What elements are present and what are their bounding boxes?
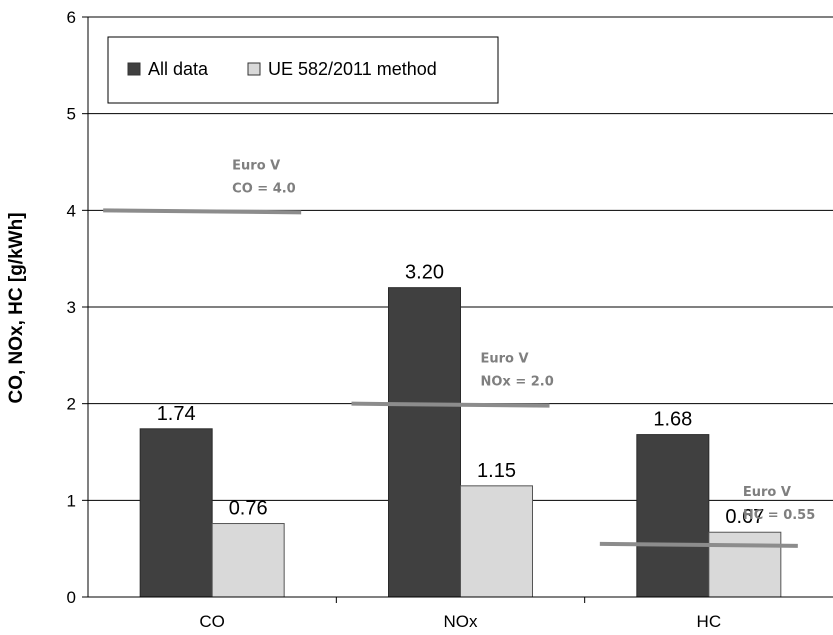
bar-co-all-data [139, 428, 213, 598]
data-label-co-ue-method: 0.76 [229, 498, 268, 520]
axes: 0 1 2 3 4 5 6 CO NOx HC [67, 8, 833, 631]
limit-line-co [103, 208, 302, 215]
limit-line-nox [351, 401, 550, 408]
limit-label-title-co: Euro V [232, 158, 280, 173]
y-tick-label-0: 0 [67, 588, 76, 607]
y-tick-label-3: 3 [67, 298, 76, 317]
data-label-hc-all-data: 1.68 [653, 409, 692, 431]
y-axis-label: CO, NOx, HC [g/kWh] [6, 212, 27, 403]
bar-hc-ue-method [708, 531, 782, 598]
bars: 1.74 0.76 3.20 1.15 1.68 0.67 [139, 262, 782, 598]
data-label-nox-ue-method: 1.15 [477, 460, 516, 482]
y-tick-label-1: 1 [67, 491, 76, 510]
legend-swatch-all-data [127, 62, 141, 76]
x-tick-label-co: CO [199, 612, 225, 631]
x-tick-label-hc: HC [697, 612, 722, 631]
legend-label-all-data: All data [148, 59, 209, 79]
legend: All data UE 582/2011 method [107, 36, 499, 104]
y-tick-label-5: 5 [67, 105, 76, 124]
limit-label-value-co: CO = 4.0 [232, 181, 296, 196]
limit-label-value-hc: HC = 0.55 [743, 508, 815, 523]
legend-swatch-ue-method [247, 62, 261, 76]
x-tick-label-nox: NOx [444, 612, 479, 631]
data-label-co-all-data: 1.74 [157, 403, 196, 425]
limit-label-value-nox: NOx = 2.0 [481, 375, 554, 390]
limit-line-hc [599, 541, 798, 548]
limit-label-title-nox: Euro V [481, 352, 529, 367]
limit-lines: Euro V CO = 4.0 Euro V NOx = 2.0 Euro V HC = … [103, 158, 815, 548]
bar-co-ue-method [211, 523, 285, 598]
bar-nox-ue-method [460, 485, 533, 598]
bar-hc-all-data [636, 434, 710, 598]
limit-label-title-hc: Euro V [743, 485, 791, 500]
legend-box [107, 36, 499, 104]
data-label-nox-all-data: 3.20 [405, 262, 444, 284]
legend-label-ue-method: UE 582/2011 method [268, 59, 437, 79]
bar-nox-all-data [388, 287, 461, 598]
y-tick-label-4: 4 [67, 201, 76, 220]
y-tick-label-6: 6 [67, 8, 76, 27]
y-tick-label-2: 2 [67, 395, 76, 414]
data-label-hc-ue-method: 0.67 [725, 506, 764, 528]
